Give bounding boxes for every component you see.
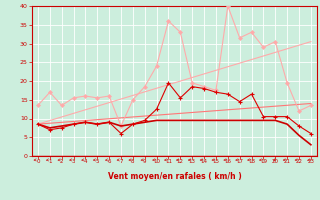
X-axis label: Vent moyen/en rafales ( km/h ): Vent moyen/en rafales ( km/h ) [108,172,241,181]
